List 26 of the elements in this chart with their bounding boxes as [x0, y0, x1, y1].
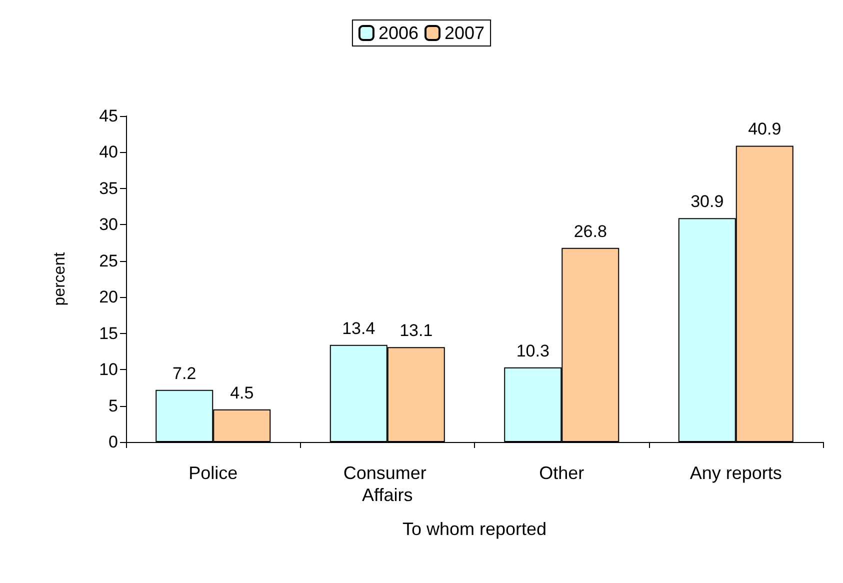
y-tick-label: 25: [99, 251, 118, 270]
y-axis-title: percent: [52, 252, 68, 306]
y-tick-label: 40: [99, 142, 118, 162]
legend-label: 2007: [444, 23, 485, 43]
data-label: 7.2: [172, 364, 196, 383]
y-tick-label: 0: [108, 432, 118, 452]
data-label: 40.9: [748, 120, 782, 139]
data-label: 4.5: [230, 383, 254, 402]
data-label: 26.8: [574, 222, 607, 241]
data-label: 13.1: [400, 321, 433, 340]
y-tick-label: 35: [99, 178, 118, 198]
x-tick-label: Consumer Affairs: [343, 463, 432, 505]
x-tick-label: Police: [188, 463, 238, 483]
y-tick-label: 30: [99, 215, 118, 234]
data-label: 13.4: [342, 318, 376, 338]
data-label: 30.9: [690, 192, 724, 212]
x-tick-label: Any reports: [690, 463, 782, 483]
y-tick-label: 5: [108, 396, 118, 416]
x-axis-title: To whom reported: [402, 519, 547, 539]
legend-label: 2006: [378, 23, 419, 43]
y-tick-label: 20: [99, 288, 118, 307]
y-tick-label: 15: [99, 324, 118, 343]
data-label: 10.3: [516, 341, 550, 360]
y-tick-label: 10: [99, 360, 118, 380]
x-tick-label: Other: [539, 463, 584, 483]
y-tick-label: 45: [99, 106, 118, 126]
